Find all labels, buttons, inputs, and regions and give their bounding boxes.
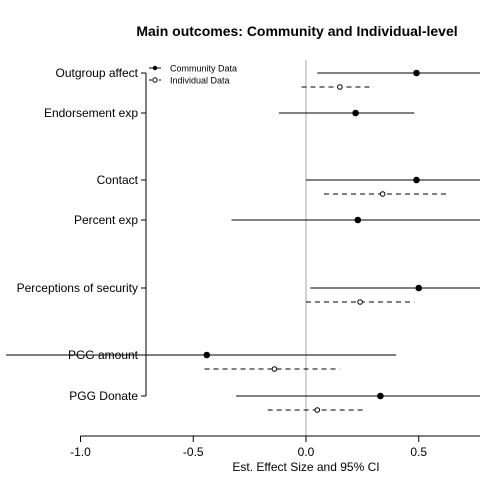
y-tick-label-pgg-donate: PGG Donate	[69, 389, 138, 403]
x-tick-label: 0.0	[298, 445, 315, 459]
y-tick-label-perceptions-of-security: Perceptions of security	[17, 281, 138, 295]
x-tick-label: -1.0	[70, 445, 91, 459]
x-axis: -1.0-0.50.00.51.0	[70, 435, 480, 459]
legend-marker-individual	[152, 77, 158, 83]
x-tick-label: -0.5	[183, 445, 204, 459]
series-individual-data	[204, 84, 449, 413]
estimate-point-individual-data-perceptions-of-security	[357, 299, 363, 305]
estimate-point-individual-data-outgroup-affect	[337, 84, 343, 90]
estimate-point-community-data-perceptions-of-security	[415, 284, 423, 292]
y-tick-label-percent-exp: Percent exp	[74, 213, 138, 227]
estimate-point-individual-data-contact	[379, 191, 386, 197]
legend: Community Data Individual Data	[149, 64, 237, 86]
legend-label-individual: Individual Data	[170, 76, 230, 86]
legend-marker-community	[152, 65, 158, 71]
y-tick-label-contact: Contact	[97, 173, 139, 187]
y-tick-label-outgroup-affect: Outgroup affect	[56, 66, 139, 80]
series-community-data	[6, 69, 480, 400]
estimate-point-community-data-contact	[413, 176, 420, 184]
x-tick-label: 0.5	[410, 445, 427, 459]
estimate-point-community-data-pgg-amount	[203, 351, 211, 359]
series-layer	[6, 69, 480, 413]
estimate-point-community-data-outgroup-affect	[413, 69, 420, 77]
estimate-point-individual-data-pgg-amount	[271, 366, 278, 372]
estimate-point-community-data-percent-exp	[354, 216, 362, 224]
estimate-point-community-data-endorsement-exp	[352, 109, 359, 117]
legend-label-community: Community Data	[170, 64, 237, 74]
y-tick-label-endorsement-exp: Endorsement exp	[44, 106, 138, 120]
y-axis: Outgroup affect Endorsement exp Contact Per…	[17, 66, 147, 403]
x-axis-label: Est. Effect Size and 95% CI	[232, 460, 379, 474]
estimate-point-community-data-pgg-donate	[377, 392, 384, 400]
estimate-point-individual-data-pgg-donate	[314, 407, 321, 413]
chart-title: Main outcomes: Community and Individual-…	[136, 23, 457, 39]
